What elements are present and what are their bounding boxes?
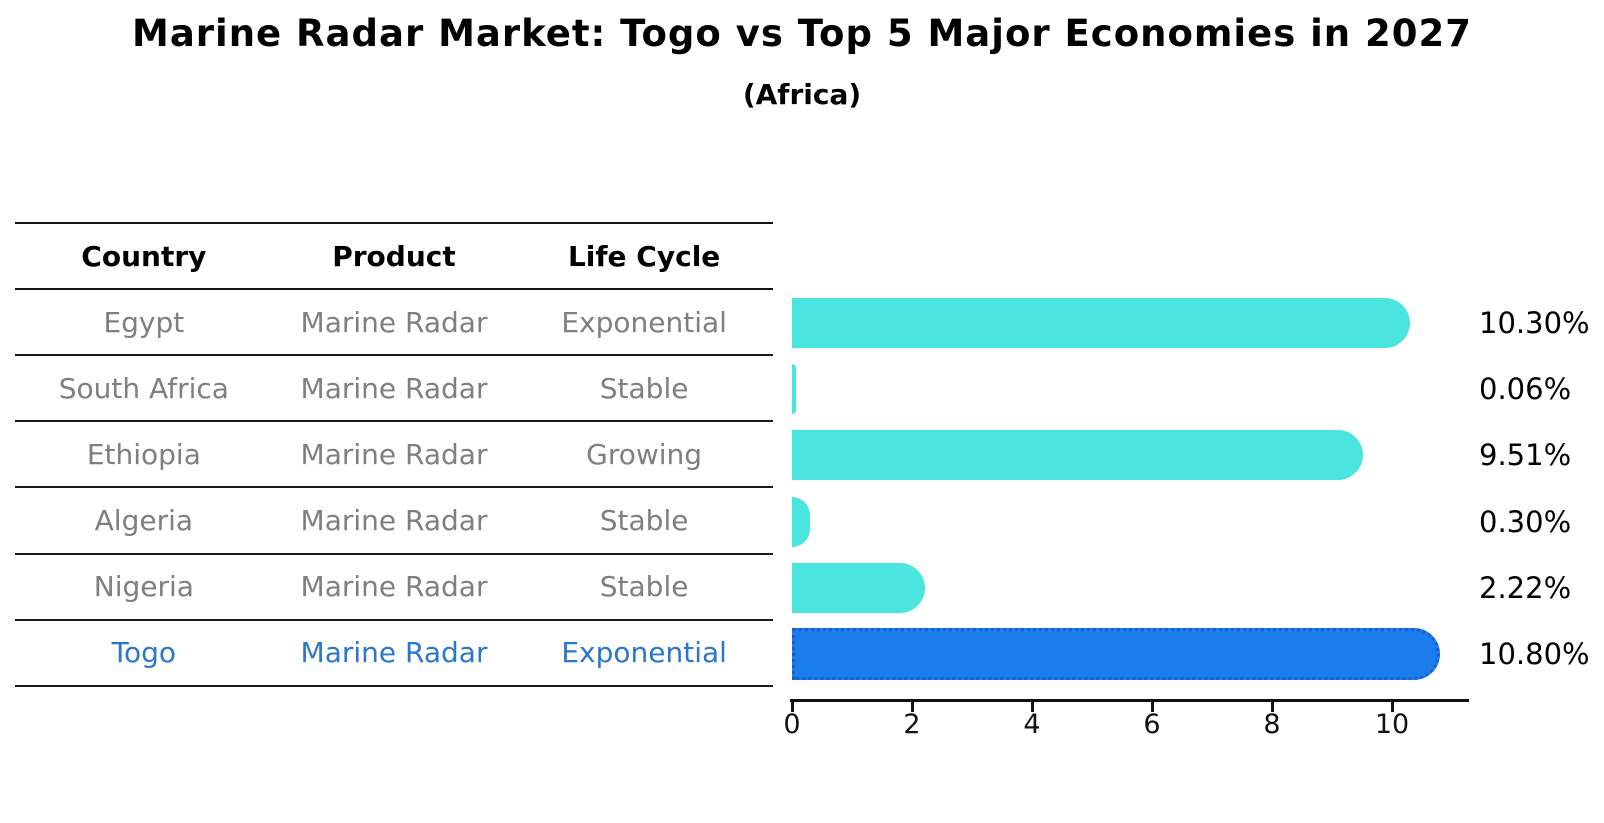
bar-value-label-south-africa: 0.06%	[1479, 372, 1572, 407]
table-cell-product: Marine Radar	[300, 570, 488, 604]
table-cell-country: Egypt	[103, 305, 185, 339]
bar-value-label-ethiopia: 9.51%	[1479, 438, 1572, 473]
table-row-togo: Togo Marine Radar Exponential	[15, 621, 773, 687]
table-cell-product: Marine Radar	[300, 437, 488, 471]
table-cell-product: Marine Radar	[300, 305, 488, 339]
bar-value-label-nigeria: 2.22%	[1479, 570, 1572, 605]
table-row-egypt: Egypt Marine Radar Exponential	[15, 290, 773, 357]
chart-title: Marine Radar Market: Togo vs Top 5 Major…	[132, 12, 1472, 55]
table-cell-country: South Africa	[58, 371, 229, 405]
x-tick-label: 6	[1143, 709, 1161, 740]
column-header-life-cycle: Life Cycle	[567, 239, 721, 273]
x-tick-mark	[1270, 701, 1274, 712]
x-tick-label: 2	[903, 709, 921, 740]
table-cell-country: Ethiopia	[86, 437, 201, 471]
bar-algeria	[792, 496, 810, 547]
x-tick-mark	[1150, 701, 1154, 712]
table-cell-product: Marine Radar	[300, 371, 488, 405]
bar-value-label-togo: 10.80%	[1479, 636, 1590, 671]
table-cell-product: Marine Radar	[300, 504, 488, 538]
x-tick-label: 0	[783, 709, 801, 740]
x-tick-mark	[910, 701, 914, 712]
bar-ethiopia	[792, 430, 1363, 481]
table-cell-country: Togo	[111, 636, 177, 670]
table-cell-country: Algeria	[94, 504, 194, 538]
table-row-nigeria: Nigeria Marine Radar Stable	[15, 555, 773, 621]
table-cell-country: Nigeria	[93, 570, 194, 604]
table-header-row: Country Product Life Cycle	[15, 222, 773, 290]
bar-nigeria	[792, 562, 926, 613]
bar-togo	[792, 627, 1440, 680]
table-body: Egypt Marine Radar Exponential South Africa…	[15, 290, 773, 687]
table-cell-life-cycle: Growing	[586, 437, 703, 471]
table-row-south-africa: South Africa Marine Radar Stable	[15, 356, 773, 423]
table-cell-life-cycle: Exponential	[561, 636, 727, 670]
x-axis-line	[790, 699, 1469, 702]
table-cell-life-cycle: Stable	[599, 504, 689, 538]
table-cell-life-cycle: Exponential	[561, 305, 727, 339]
bar-value-label-egypt: 10.30%	[1479, 306, 1590, 341]
x-tick-mark	[1030, 701, 1034, 712]
table-row-ethiopia: Ethiopia Marine Radar Growing	[15, 422, 773, 489]
bar-egypt	[792, 298, 1410, 349]
column-header-product: Product	[332, 239, 456, 273]
x-tick-mark	[1390, 701, 1394, 712]
x-tick-mark	[790, 701, 794, 712]
bar-value-label-algeria: 0.30%	[1479, 504, 1572, 539]
table-cell-product: Marine Radar	[300, 636, 488, 670]
table-cell-life-cycle: Stable	[599, 570, 689, 604]
column-header-country: Country	[81, 239, 207, 273]
table-row-algeria: Algeria Marine Radar Stable	[15, 488, 773, 555]
bar-south-africa	[792, 364, 796, 415]
table-cell-life-cycle: Stable	[599, 371, 689, 405]
x-tick-label: 10	[1374, 709, 1410, 740]
chart-subtitle: (Africa)	[742, 78, 862, 111]
x-tick-label: 4	[1023, 709, 1041, 740]
x-tick-label: 8	[1263, 709, 1281, 740]
